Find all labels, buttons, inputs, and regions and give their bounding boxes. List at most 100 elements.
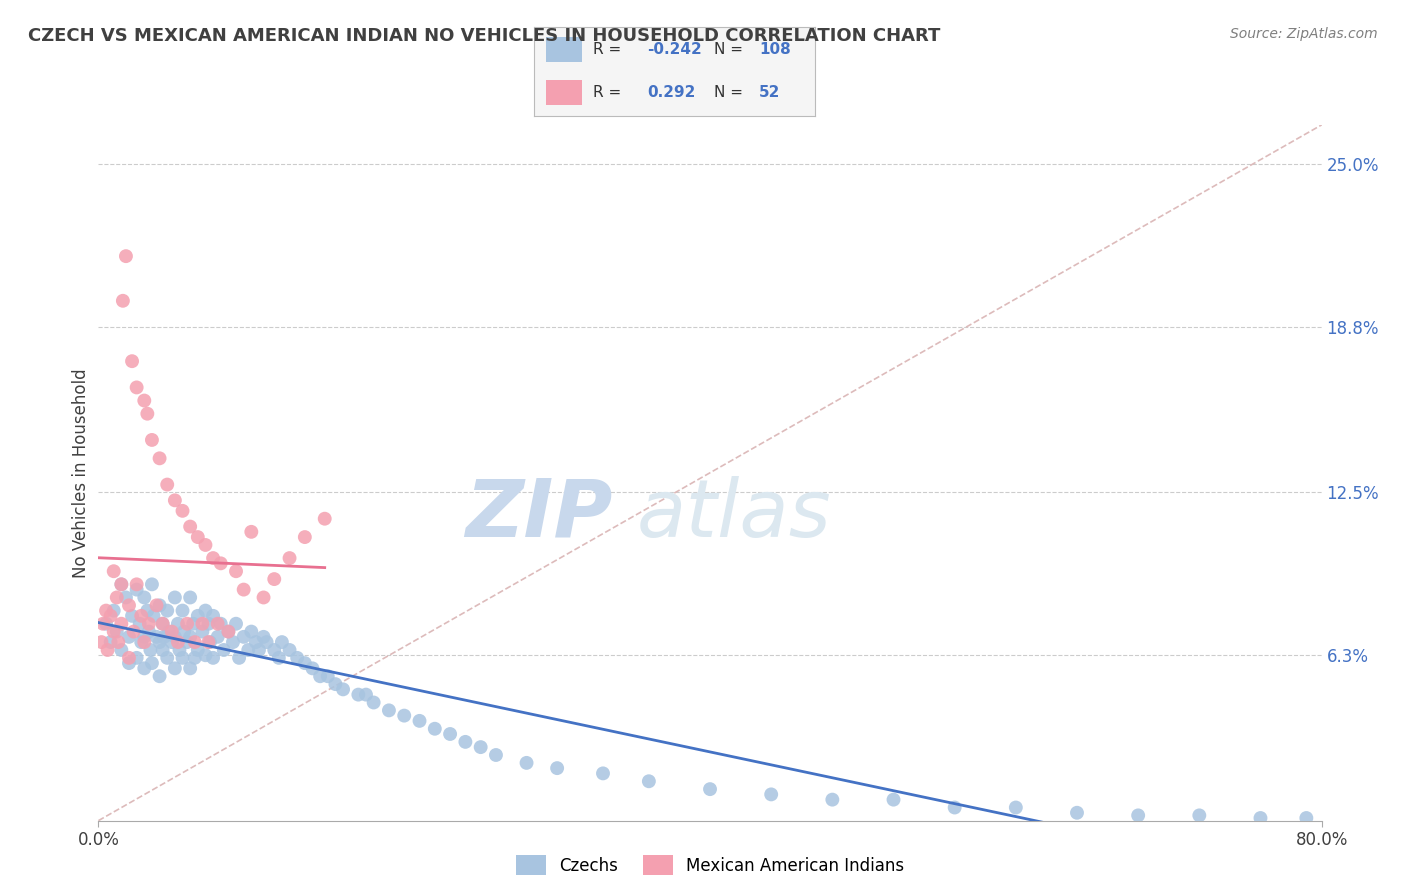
Point <box>110 643 132 657</box>
Point <box>207 616 229 631</box>
Point <box>270 635 292 649</box>
Point <box>142 608 165 623</box>
Point <box>263 643 285 657</box>
Point <box>1128 808 1150 822</box>
Point <box>134 630 156 644</box>
Point <box>118 656 141 670</box>
Point <box>408 714 430 728</box>
Point <box>1295 811 1317 825</box>
Point <box>156 477 179 491</box>
Point <box>392 708 416 723</box>
Point <box>207 630 229 644</box>
Point <box>1188 808 1211 822</box>
Point <box>699 782 721 797</box>
Point <box>163 493 186 508</box>
Point <box>163 630 186 644</box>
Point <box>152 616 174 631</box>
Point <box>179 661 201 675</box>
Point <box>637 774 661 789</box>
Point <box>184 651 207 665</box>
Point <box>294 530 316 544</box>
Point <box>97 643 120 657</box>
Point <box>252 630 274 644</box>
Point <box>247 643 270 657</box>
Point <box>1004 800 1026 814</box>
Point <box>325 677 347 691</box>
Point <box>125 380 148 394</box>
Text: R =: R = <box>593 86 621 100</box>
Point <box>136 604 159 618</box>
Point <box>197 616 219 631</box>
Point <box>363 696 385 710</box>
Point <box>314 512 336 526</box>
Point <box>187 643 209 657</box>
Point <box>125 651 148 665</box>
Point <box>191 624 214 639</box>
Point <box>141 656 163 670</box>
Bar <box>546 80 582 105</box>
Point <box>173 624 195 639</box>
Point <box>256 635 278 649</box>
Point <box>285 651 308 665</box>
Point <box>167 635 190 649</box>
Point <box>197 635 219 649</box>
Point <box>153 630 176 644</box>
Point <box>169 643 191 657</box>
Point <box>121 608 143 623</box>
Point <box>225 616 247 631</box>
Point <box>225 564 247 578</box>
Point <box>209 616 232 631</box>
Point <box>883 792 905 806</box>
Point <box>105 591 128 605</box>
Point <box>179 630 201 644</box>
Point <box>156 651 179 665</box>
Point <box>485 747 508 762</box>
Text: N =: N = <box>714 86 744 100</box>
Point <box>163 591 186 605</box>
Point <box>181 616 204 631</box>
Point <box>309 669 332 683</box>
Point <box>141 433 163 447</box>
Point <box>187 530 209 544</box>
Point <box>172 651 194 665</box>
Point <box>439 727 461 741</box>
Point <box>240 524 263 539</box>
Point <box>141 577 163 591</box>
Point <box>160 635 183 649</box>
Point <box>278 643 301 657</box>
Point <box>294 656 316 670</box>
Point <box>278 551 301 566</box>
Point <box>167 616 190 631</box>
Point <box>115 591 138 605</box>
Point <box>202 551 225 566</box>
Point <box>110 577 132 591</box>
Point <box>217 624 239 639</box>
Point <box>194 604 217 618</box>
Point <box>347 688 370 702</box>
Point <box>176 616 198 631</box>
Point <box>179 591 201 605</box>
Point <box>125 582 148 597</box>
Point <box>103 604 125 618</box>
Point <box>118 630 141 644</box>
Point <box>134 661 156 675</box>
Point <box>191 616 214 631</box>
Point <box>139 643 162 657</box>
Point <box>240 624 263 639</box>
Point <box>115 249 138 263</box>
Point <box>149 669 172 683</box>
Point <box>94 604 117 618</box>
Point <box>198 635 221 649</box>
Point <box>516 756 538 770</box>
Point <box>1066 805 1088 820</box>
Point <box>90 635 112 649</box>
Point <box>134 635 156 649</box>
Point <box>134 591 156 605</box>
Point <box>454 735 477 749</box>
Point <box>136 407 159 421</box>
Point <box>423 722 446 736</box>
Point <box>378 703 401 717</box>
Point <box>110 616 132 631</box>
Point <box>128 616 150 631</box>
Point <box>100 635 122 649</box>
